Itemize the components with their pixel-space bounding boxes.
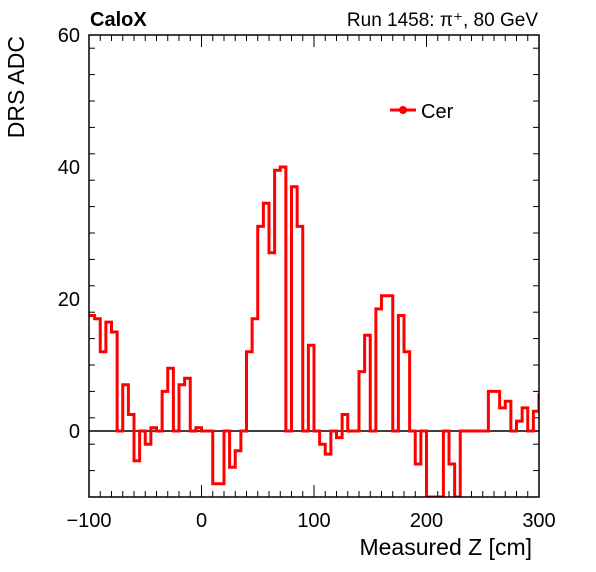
x-tick-label: 100 (297, 510, 330, 532)
y-tick-label: 20 (58, 289, 80, 311)
ticks: −100 0 100 200 300 0 20 40 60 (58, 25, 556, 532)
run-info-label: Run 1458: π⁺, 80 GeV (347, 10, 538, 31)
legend-marker-cer (399, 106, 407, 114)
x-tick-label: 300 (522, 510, 555, 532)
y-tick-label: 40 (58, 157, 80, 179)
x-tick-label: 200 (410, 510, 443, 532)
x-axis-label: Measured Z [cm] (359, 534, 532, 560)
legend-label-cer: Cer (421, 101, 454, 123)
x-tick-label: 0 (196, 510, 207, 532)
y-tick-label: 60 (58, 25, 80, 47)
frame (88, 34, 540, 498)
series-cer-histogram (89, 165, 539, 497)
plot-area (89, 165, 539, 497)
y-axis-label: DRS ADC (3, 36, 29, 138)
y-tick-label: 0 (69, 421, 80, 443)
x-tick-label: −100 (66, 510, 111, 532)
legend: Cer (390, 101, 454, 123)
calox-label: CaloX (90, 9, 147, 31)
